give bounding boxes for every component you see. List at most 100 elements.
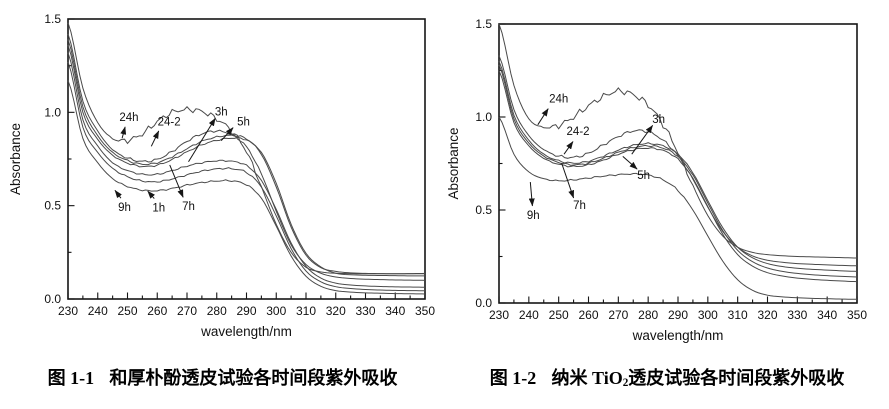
curves xyxy=(498,23,858,300)
svg-text:240: 240 xyxy=(519,308,539,322)
curve-7h xyxy=(498,70,858,283)
svg-text:0.0: 0.0 xyxy=(44,292,61,306)
x-axis-title: wavelength/nm xyxy=(200,324,292,339)
figure-caption-right: 图 1-2 纳米 TiO2透皮试验各时间段紫外吸收 xyxy=(445,364,889,395)
svg-text:290: 290 xyxy=(236,304,256,318)
curve-label-24h: 24h xyxy=(119,112,138,124)
svg-text:0.5: 0.5 xyxy=(475,203,492,217)
svg-text:340: 340 xyxy=(385,304,405,318)
y-axis-title: Absorbance xyxy=(446,127,461,199)
curve-label-1h: 1h xyxy=(152,203,165,215)
svg-text:270: 270 xyxy=(177,304,197,318)
uv-spectra-chart-nano-tio2: 230 240 250 260 270 280 290 300 310 320 330 340 350 0… xyxy=(446,17,867,343)
axis-ticks xyxy=(67,18,426,300)
curve-3h xyxy=(67,39,425,275)
figure-caption-left: 图 1-1 和厚朴酚透皮试验各时间段紫外吸收 xyxy=(0,364,445,395)
svg-text:310: 310 xyxy=(728,308,748,322)
axis-ticks xyxy=(498,23,858,304)
curve-label-9h: 9h xyxy=(527,210,540,222)
curve-label-arrow-1h xyxy=(147,190,155,199)
curve-label-arrow-3h xyxy=(188,117,216,163)
curve-3h xyxy=(498,61,858,272)
curve-24h xyxy=(498,23,858,259)
svg-text:250: 250 xyxy=(549,308,569,322)
curve-annotations: 24h 24-2 3h 5h 9h 1h 7h xyxy=(114,106,250,215)
curve-label-arrow-9h xyxy=(114,189,122,199)
curve-7h xyxy=(67,61,426,292)
curve-24-2 xyxy=(498,55,858,267)
svg-text:350: 350 xyxy=(847,308,867,322)
curve-label-arrow-24h xyxy=(120,126,127,139)
svg-text:340: 340 xyxy=(817,308,837,322)
svg-text:270: 270 xyxy=(608,308,628,322)
svg-text:290: 290 xyxy=(668,308,688,322)
figure-title-left-seg1: 和厚朴酚透皮试验各时间段紫外吸收 xyxy=(109,368,398,388)
svg-text:260: 260 xyxy=(578,308,598,322)
curve-label-arrow-24-2 xyxy=(150,130,160,147)
svg-text:230: 230 xyxy=(489,308,509,322)
curve-annotations: 24h 24-2 3h 5h 7h 9h xyxy=(527,93,665,222)
svg-text:0.5: 0.5 xyxy=(44,199,61,213)
curve-label-arrow-24h xyxy=(537,108,549,126)
svg-text:300: 300 xyxy=(698,308,718,322)
svg-text:320: 320 xyxy=(326,304,346,318)
curve-label-7h: 7h xyxy=(182,201,195,213)
curve-label-9h: 9h xyxy=(118,202,131,214)
chart-panel-left: 230 240 250 260 270 280 290 300 310 320 330 340 350 0… xyxy=(0,0,445,362)
curve-label-arrow-5h xyxy=(220,127,234,142)
curve-1h xyxy=(67,52,426,288)
svg-text:330: 330 xyxy=(787,308,807,322)
curve-label-24-2: 24-2 xyxy=(158,117,181,129)
svg-text:350: 350 xyxy=(415,304,435,318)
axis-tick-labels: 230 240 250 260 270 280 290 300 310 320 330 340 350 0… xyxy=(475,17,867,322)
svg-text:230: 230 xyxy=(58,304,78,318)
curve-label-24h: 24h xyxy=(549,93,568,105)
curve-5h xyxy=(498,64,858,278)
y-axis-title: Absorbance xyxy=(8,123,23,195)
figure-number-right: 图 1-2 xyxy=(489,368,537,388)
svg-text:1.0: 1.0 xyxy=(475,110,492,124)
svg-text:1.0: 1.0 xyxy=(44,105,61,119)
curve-label-arrow-3h xyxy=(631,124,654,155)
svg-text:330: 330 xyxy=(355,304,375,318)
curve-label-arrow-5h xyxy=(622,156,638,170)
curve-label-arrow-7h xyxy=(561,162,575,199)
svg-text:320: 320 xyxy=(757,308,777,322)
svg-text:260: 260 xyxy=(147,304,167,318)
chart-panel-right: 230 240 250 260 270 280 290 300 310 320 330 340 350 0… xyxy=(445,0,889,362)
plot-frame xyxy=(498,23,858,304)
axis-tick-labels: 230 240 250 260 270 280 290 300 310 320 330 340 350 0… xyxy=(44,12,435,318)
svg-text:310: 310 xyxy=(296,304,316,318)
curve-label-7h: 7h xyxy=(573,200,586,212)
svg-text:240: 240 xyxy=(88,304,108,318)
curve-label-arrow-24-2 xyxy=(563,141,574,155)
curve-label-arrow-9h xyxy=(528,182,535,207)
curve-label-5h: 5h xyxy=(637,170,650,182)
curves xyxy=(67,22,426,295)
curve-label-3h: 3h xyxy=(652,114,665,126)
curve-label-24-2: 24-2 xyxy=(567,126,590,138)
curve-9h xyxy=(67,80,426,295)
figure-title-right-sub: 2 xyxy=(622,377,629,390)
svg-text:280: 280 xyxy=(207,304,227,318)
curve-24h xyxy=(67,22,426,275)
figure-title-right-seg2: 透皮试验各时间段紫外吸收 xyxy=(628,368,845,388)
curve-label-arrow-7h xyxy=(169,164,184,198)
curve-label-3h: 3h xyxy=(215,106,228,118)
x-axis-title: wavelength/nm xyxy=(632,328,724,343)
svg-text:1.5: 1.5 xyxy=(475,17,492,31)
svg-text:280: 280 xyxy=(638,308,658,322)
figure-title-right-seg1: 纳米 TiO xyxy=(551,368,623,388)
svg-text:1.5: 1.5 xyxy=(44,12,61,26)
plot-frame xyxy=(67,18,426,300)
curve-24-2 xyxy=(67,33,426,281)
uv-spectra-chart-honokiol: 230 240 250 260 270 280 290 300 310 320 330 340 350 0… xyxy=(8,12,435,339)
svg-text:250: 250 xyxy=(117,304,137,318)
curve-9h xyxy=(498,116,858,300)
curve-label-5h: 5h xyxy=(237,116,250,128)
figure-number-left: 图 1-1 xyxy=(47,368,95,388)
svg-text:300: 300 xyxy=(266,304,286,318)
svg-text:0.0: 0.0 xyxy=(475,296,492,310)
curve-5h xyxy=(67,44,426,277)
